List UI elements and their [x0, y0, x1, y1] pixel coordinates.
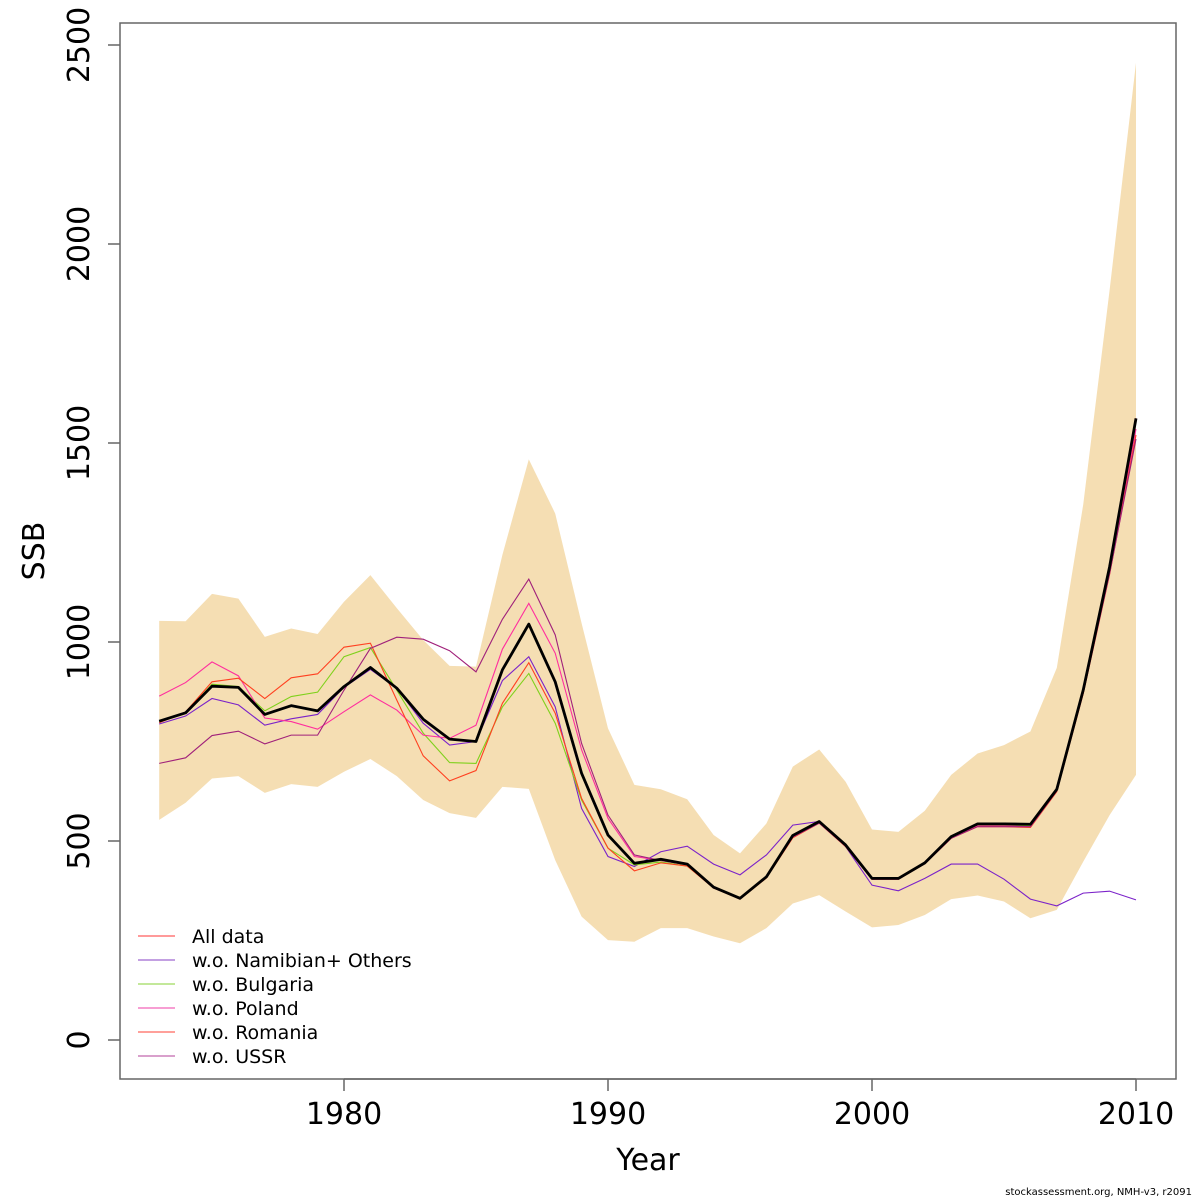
confidence-band [159, 62, 1136, 944]
series-line-w-o-poland [158, 428, 1137, 900]
x-tick-label: 2000 [834, 1097, 910, 1132]
legend-label: w.o. Bulgaria [192, 974, 314, 996]
y-axis: 0 500 1000 1500 2000 2500 [62, 7, 120, 1050]
y-tick-label: 1000 [62, 604, 97, 680]
series-line-w-o-ussr [159, 438, 1137, 900]
x-tick-label: 1990 [570, 1097, 646, 1132]
base-estimate-line [158, 418, 1138, 900]
y-tick-label: 2500 [62, 7, 97, 83]
series-line-w-o-namibian-others [159, 655, 1137, 907]
x-tick-label: 1980 [306, 1097, 382, 1132]
legend-label: w.o. Poland [192, 998, 299, 1020]
series-lines-layer [158, 418, 1138, 907]
y-tick-label: 2000 [62, 206, 97, 282]
y-tick-label: 0 [62, 1030, 97, 1049]
legend-label: All data [192, 926, 264, 948]
y-axis-title: SSB [17, 522, 52, 581]
confidence-band-layer [159, 62, 1136, 944]
x-axis-title: Year [615, 1143, 680, 1178]
x-tick-label: 2010 [1098, 1097, 1174, 1132]
footer-credit: stockassessment.org, NMH-v3, r2091 [1005, 1187, 1192, 1198]
legend-label: w.o. Romania [192, 1022, 318, 1044]
legend-label: w.o. USSR [192, 1046, 286, 1068]
x-axis: 1980 1990 2000 2010 [306, 1078, 1174, 1132]
y-tick-label: 500 [62, 812, 97, 869]
y-tick-label: 1500 [62, 405, 97, 481]
legend-label: w.o. Namibian+ Others [192, 950, 412, 972]
